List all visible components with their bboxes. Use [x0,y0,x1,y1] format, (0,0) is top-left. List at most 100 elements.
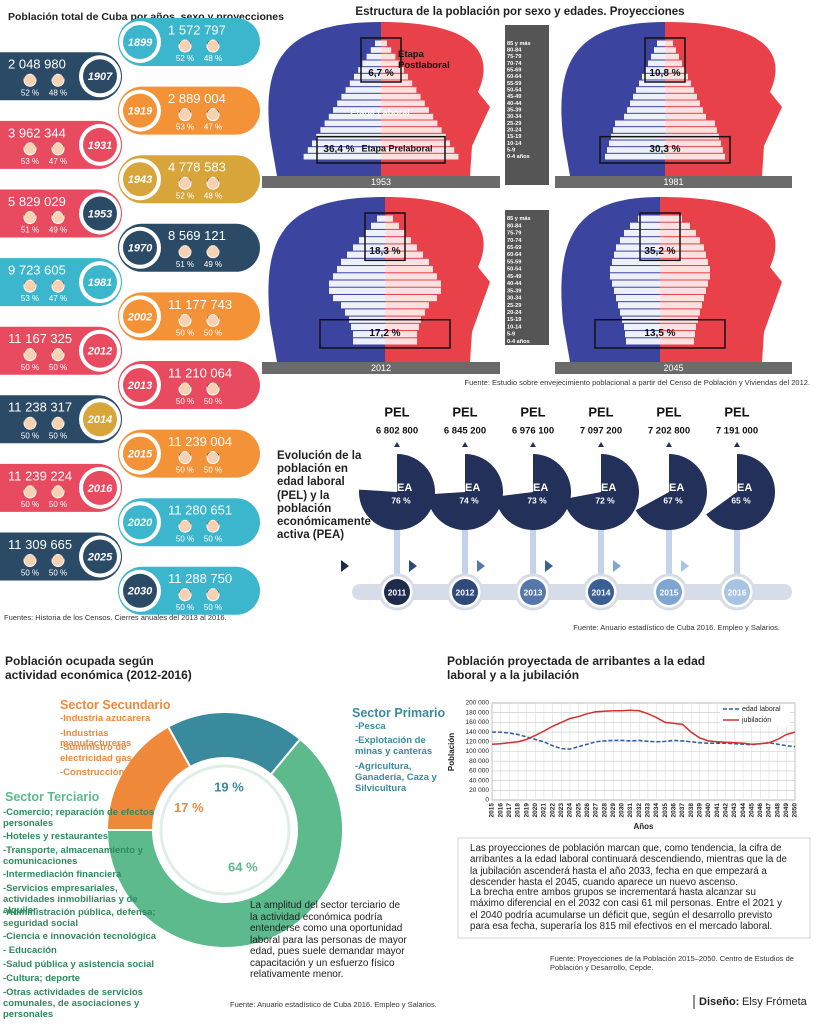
pea-year: 2014 [592,587,611,597]
pyramid-bar-male [337,100,381,107]
y-tick-label: 80 000 [469,758,489,765]
pyramid-bar-female [665,107,703,113]
pyramid-bar-male [333,273,385,280]
pea-label: PEA [662,482,685,494]
x-tick-label: 2017 [506,803,513,818]
pyramid-bar-male [639,80,665,87]
pel-label: PEL [588,404,613,419]
line-title: Población proyectada de arribantes a la … [447,654,706,682]
male-share: 50 % [176,397,194,406]
pyramid-bar-male [626,338,660,345]
female-share: 49 % [49,226,67,235]
x-tick-label: 2023 [558,803,565,818]
pyramid-bar-female [665,60,682,67]
female-share: 48 % [204,191,222,200]
age-label: 20-24 [507,127,522,133]
pyramid-bar-male [610,273,660,280]
legend-bg [720,715,790,726]
pyramid-bar-male [365,229,385,237]
pyramid-bar-male [303,153,381,160]
pel-label: PEL [384,404,409,419]
pel-pointer [394,442,400,447]
pea-value: 74 % [459,495,479,505]
legend-label: jubilación [741,717,771,724]
census-total: 11 280 651 [168,503,232,518]
year-badge [83,470,117,505]
pyramid-bar-male [610,266,660,273]
pyramid-bar-male [618,302,660,309]
pyramid-bar-male [636,87,665,93]
male-share: 53 % [21,294,39,303]
pyramid-bar-female [385,280,441,287]
year-node [724,579,750,605]
census-source: Fuentes: Historia de los Censos. Cierres… [4,613,227,622]
pel-value: 7 097 200 [580,426,622,437]
sector-activity: -Salud pública y asistencia social [3,959,155,970]
face-icon [23,485,37,499]
panel-year: 2045 [663,363,683,373]
sector-activity: -Intermediación financiera [3,869,122,880]
female-share: 50 % [204,329,222,338]
pyramid-bar-male [337,266,385,273]
pea-year: 2011 [388,587,407,597]
pyramid-bar-female [385,331,417,338]
female-share: 50 % [49,363,67,372]
pyramid-bar-male [627,107,665,113]
male-share: 52 % [176,191,194,200]
share-box-bottom [319,318,451,349]
pyramid-bar-male [607,147,665,153]
legend-bg [720,704,790,715]
year-badge [123,93,157,128]
pea-wedge [563,454,639,531]
age-label: 70-74 [507,238,522,244]
pyramid-bar-male [620,309,660,316]
timeline-arrow [545,560,553,572]
pel-pointer [734,442,740,447]
female-share: 50 % [49,569,67,578]
x-tick-label: 2032 [636,803,643,818]
pyramid-bar-male [345,87,381,93]
pyramid-bar-female [385,222,399,229]
x-tick-label: 2050 [792,803,799,818]
age-label: 25-29 [507,303,521,309]
face-icon [206,108,220,122]
sector-value: 17 % [174,800,204,815]
x-tick-label: 2043 [731,803,738,818]
census-year: 2020 [127,517,153,529]
pyramid-bar-male [625,331,660,338]
pel-label: PEL [656,404,681,419]
age-label: 55-59 [507,81,521,87]
pyramid-bar-female [381,127,442,133]
pyramid-bar-male [353,244,385,251]
male-share: 50 % [21,500,39,509]
sector-activity: -Servicios empresariales, actividades in… [3,883,138,916]
pyramid-bar-male [614,287,660,294]
pyramid-bar-female [381,73,408,80]
pyramid-bar-female [665,73,688,80]
sector-activity: -Otras actividades de servicios comunale… [3,987,143,1020]
x-tick-label: 2018 [515,803,522,818]
age-column [505,210,549,345]
face-icon [178,108,192,122]
pyramid-bar-female [385,266,433,273]
sector-activity: -Industrias manufactureras [60,727,132,750]
pyramid-bar-female [385,287,441,294]
pyramid-bar-female [660,229,696,237]
census-total: 1 572 797 [168,22,226,37]
year-badge [123,573,157,608]
sector-activity: -Agricultura, Ganadería, Caza y Silvicul… [355,761,437,794]
sector-title: Población ocupada según actividad económ… [5,654,192,682]
timeline-arrow [409,560,417,572]
face-icon [51,211,65,224]
pea-wedge [359,454,435,530]
y-tick-label: 140 000 [466,729,490,736]
female-share: 50 % [204,397,222,406]
male-share: 51 % [21,226,39,235]
top-share: 10,8 % [649,68,680,79]
pyramid-bar-female [381,40,387,47]
year-node [384,579,410,605]
pyramid-bar-female [381,60,400,67]
sector-source: Fuente: Anuario estadístico de Cuba 2016… [230,1000,437,1009]
x-tick-label: 2030 [619,803,626,818]
